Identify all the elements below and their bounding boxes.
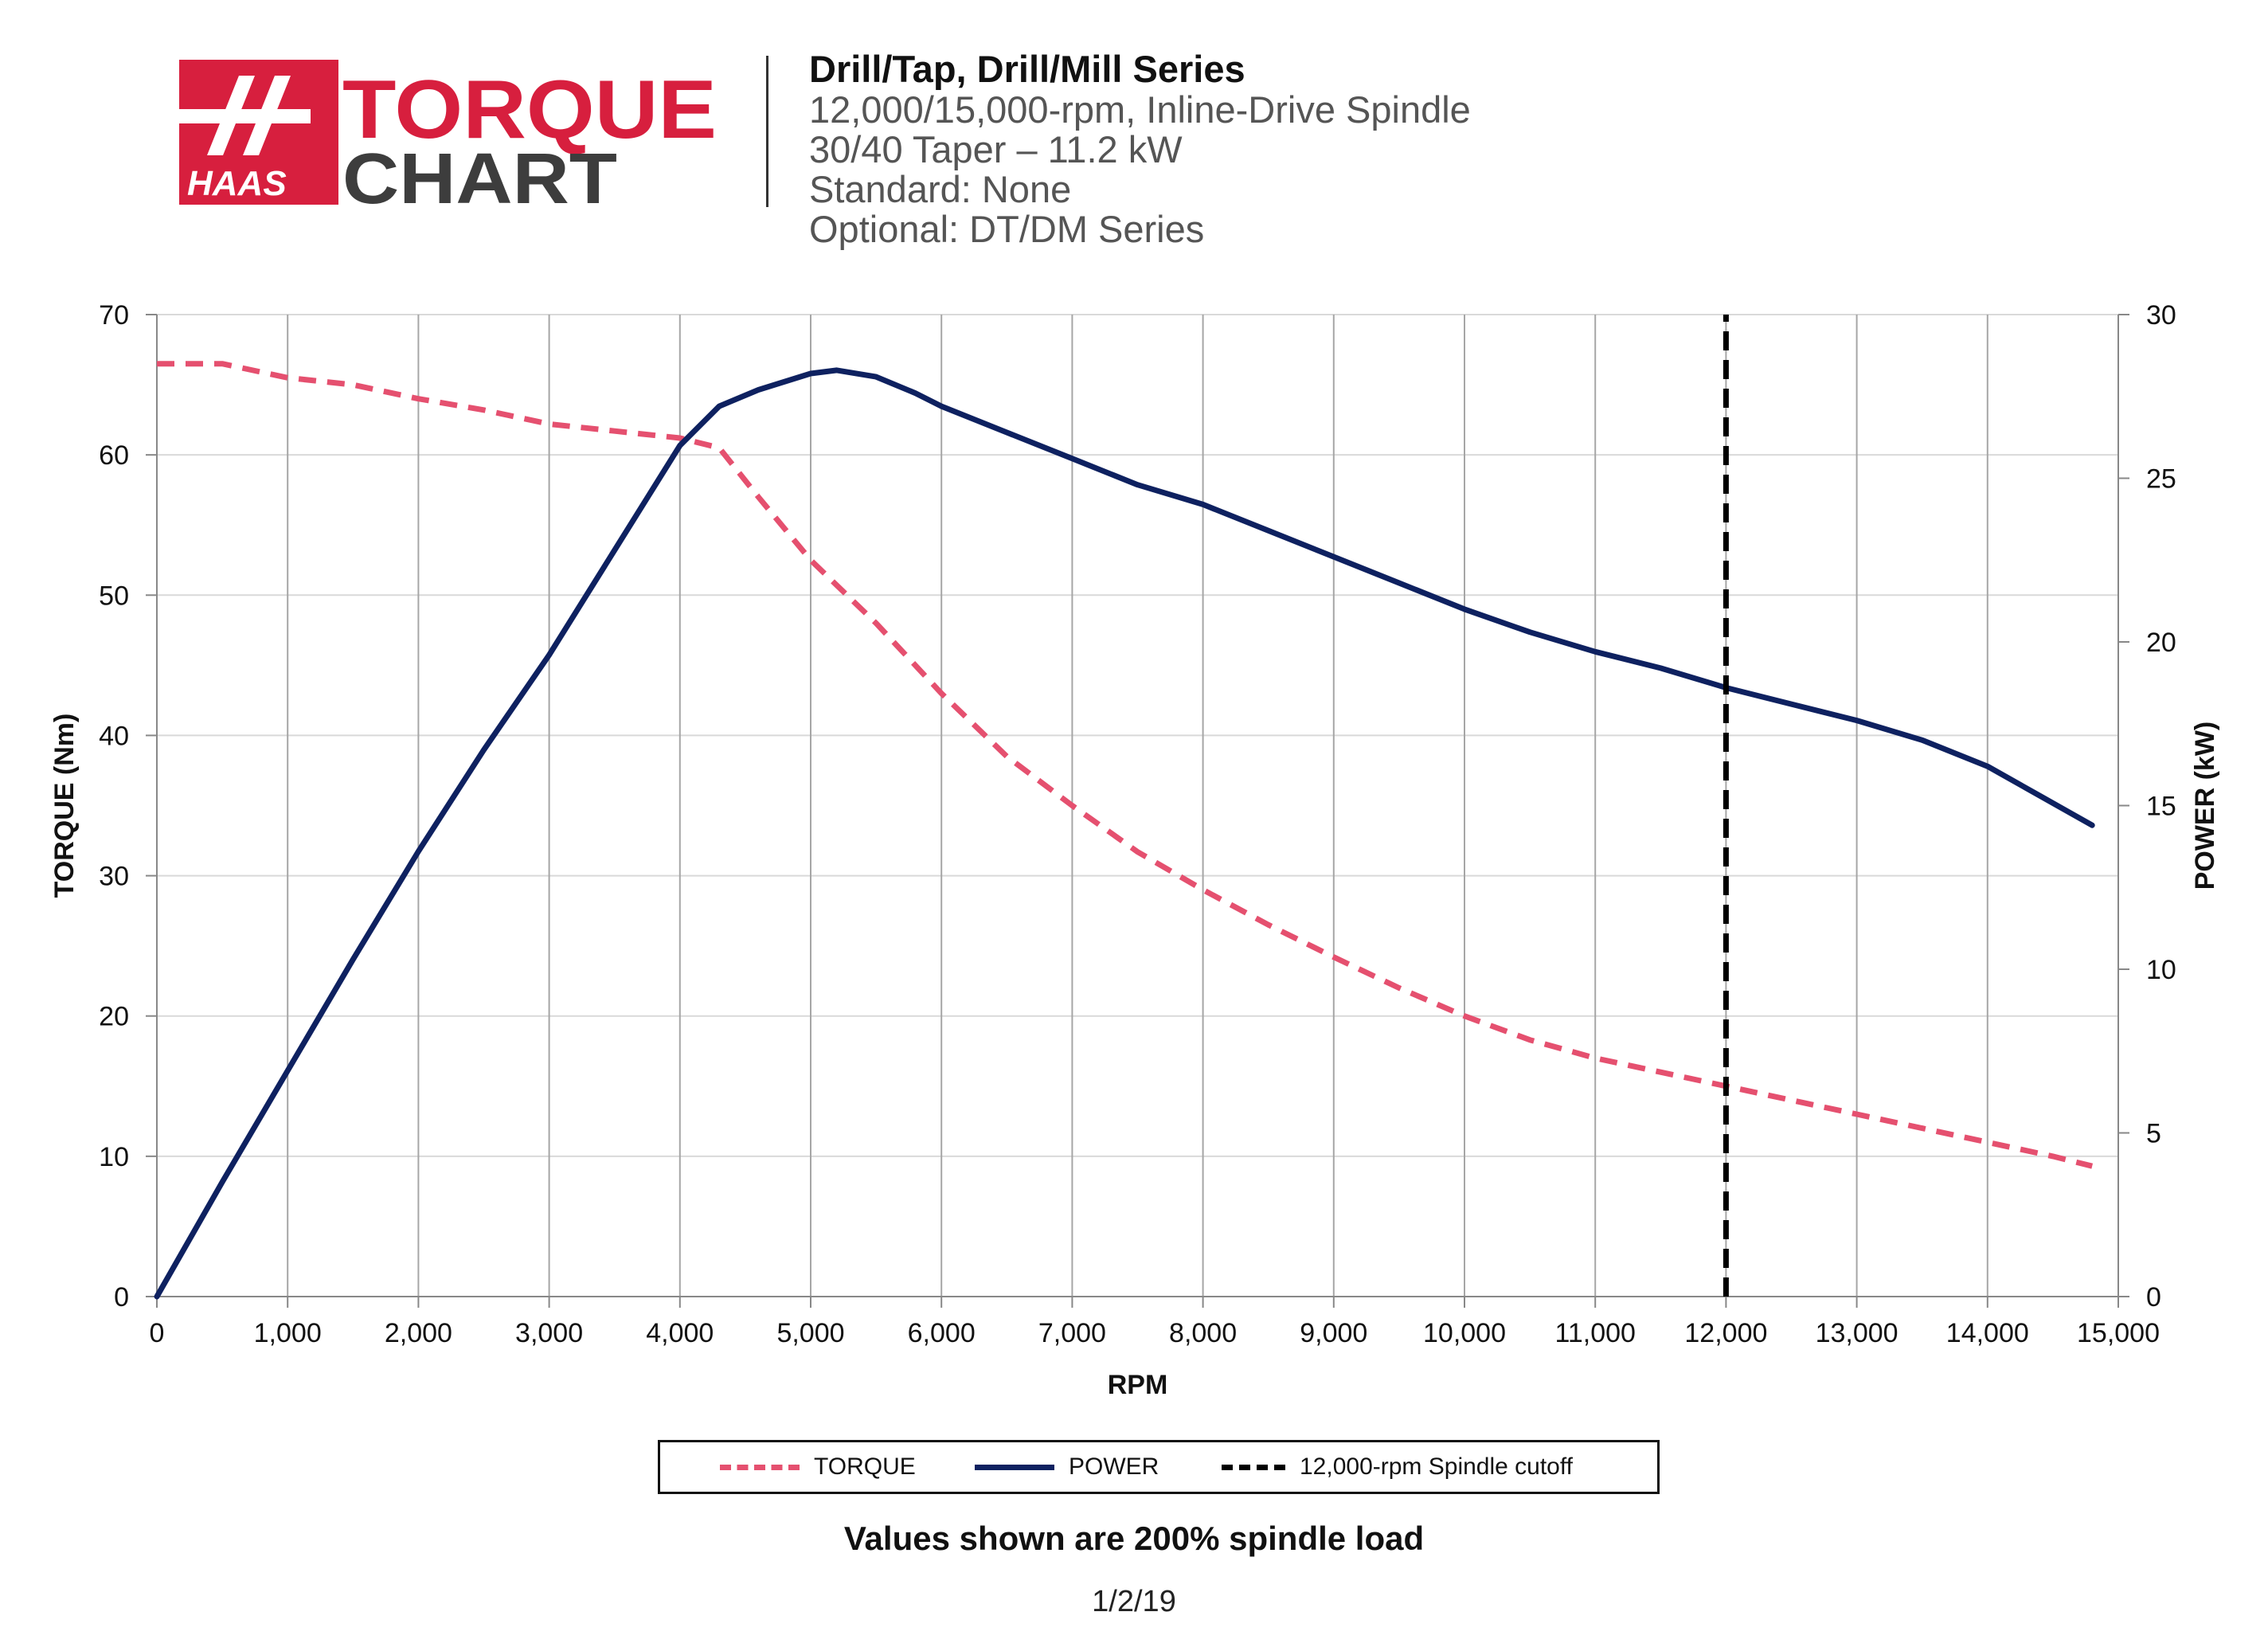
y-left-tick-label: 20 <box>99 1002 129 1032</box>
y-right-tick-label: 25 <box>2146 464 2176 495</box>
logo-torque-text: TORQUE <box>342 64 717 156</box>
header-title: Drill/Tap, Drill/Mill Series <box>809 48 1245 90</box>
header-subtitle-spindle: 12,000/15,000-rpm, Inline-Drive Spindle <box>809 88 1471 131</box>
y-right-axis-title: POWER (kW) <box>2190 722 2220 890</box>
logo-chart-text: CHART <box>342 139 617 215</box>
y-left-tick-label: 0 <box>114 1282 129 1313</box>
x-tick-label: 15,000 <box>2077 1318 2160 1348</box>
y-left-tick-label: 10 <box>99 1142 129 1172</box>
torque-series-line <box>157 361 2094 1169</box>
x-tick-label: 9,000 <box>1300 1318 1367 1348</box>
header-divider <box>766 56 768 207</box>
header-subtitle-optional: Optional: DT/DM Series <box>809 208 1205 250</box>
spindle-load-note: Values shown are 200% spindle load <box>843 1520 1425 1557</box>
power-series-line <box>154 367 2095 1300</box>
y-right-tick-label: 0 <box>2146 1282 2161 1313</box>
logo-haas-text: HAAS <box>187 164 287 203</box>
x-tick-label: 14,000 <box>1946 1318 2029 1348</box>
legend-item-cutoff: 12,000-rpm Spindle cutoff <box>1222 1442 1573 1492</box>
header-subtitle-taper: 30/40 Taper – 11.2 kW <box>809 128 1183 170</box>
y-right-tick-label: 5 <box>2146 1119 2161 1149</box>
legend-label-cutoff: 12,000-rpm Spindle cutoff <box>1300 1453 1573 1480</box>
x-axis-title: RPM <box>1108 1370 1168 1400</box>
legend-label-torque: TORQUE <box>814 1453 916 1480</box>
y-right-tick-label: 15 <box>2146 792 2176 822</box>
y-left-tick-label: 70 <box>99 300 129 331</box>
legend-item-power: POWER <box>975 1442 1159 1492</box>
x-tick-label: 11,000 <box>1554 1318 1635 1348</box>
x-tick-label: 10,000 <box>1423 1318 1506 1348</box>
y-right-tick-label: 30 <box>2146 300 2176 331</box>
y-left-tick-label: 50 <box>99 581 129 611</box>
y-left-tick-label: 60 <box>99 440 129 471</box>
y-right-tick-label: 20 <box>2146 628 2176 658</box>
legend-label-power: POWER <box>1069 1453 1159 1480</box>
x-tick-label: 3,000 <box>515 1318 583 1348</box>
y-left-axis-title: TORQUE (Nm) <box>49 714 80 898</box>
chart-legend: TORQUE POWER 12,000-rpm Spindle cutoff <box>658 1440 1660 1494</box>
legend-swatch-torque <box>720 1464 800 1470</box>
legend-swatch-cutoff <box>1222 1464 1285 1470</box>
header-subtitle-standard: Standard: None <box>809 168 1072 210</box>
legend-swatch-power <box>975 1464 1054 1470</box>
x-tick-label: 2,000 <box>385 1318 452 1348</box>
logo-h-bar <box>151 109 311 123</box>
legend-item-torque: TORQUE <box>720 1442 916 1492</box>
x-tick-label: 4,000 <box>646 1318 714 1348</box>
torque-power-chart: 0 1,000 2,000 3,000 4,000 5,000 6,000 7,000 8,00… <box>49 300 2220 1400</box>
x-tick-label: 7,000 <box>1038 1318 1106 1348</box>
x-tick-label: 5,000 <box>776 1318 844 1348</box>
y-left-tick-label: 30 <box>99 862 129 892</box>
haas-torque-chart-logo: HAAS TORQUE CHART <box>151 60 717 215</box>
x-tick-label: 12,000 <box>1684 1318 1767 1348</box>
x-tick-label: 0 <box>150 1318 165 1348</box>
x-tick-label: 8,000 <box>1169 1318 1237 1348</box>
x-tick-label: 6,000 <box>908 1318 976 1348</box>
x-tick-label: 13,000 <box>1816 1318 1898 1348</box>
x-tick-label: 1,000 <box>254 1318 322 1348</box>
y-right-tick-label: 10 <box>2146 955 2176 985</box>
y-left-tick-label: 40 <box>99 721 129 751</box>
chart-date: 1/2/19 <box>1092 1585 1176 1618</box>
